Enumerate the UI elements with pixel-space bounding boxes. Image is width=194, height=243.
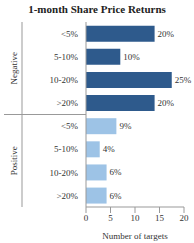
svg-text:6%: 6% <box>110 191 123 201</box>
svg-text:5-10%: 5-10% <box>54 144 78 154</box>
svg-text:>20%: >20% <box>56 191 78 201</box>
svg-text:20%: 20% <box>158 29 175 39</box>
svg-text:<5%: <5% <box>61 121 79 131</box>
svg-text:6%: 6% <box>110 167 123 177</box>
svg-text:>20%: >20% <box>56 98 78 108</box>
svg-text:15: 15 <box>155 213 165 223</box>
svg-text:20: 20 <box>180 213 187 223</box>
svg-text:9%: 9% <box>119 121 132 131</box>
svg-text:Negative: Negative <box>9 52 19 84</box>
svg-text:20%: 20% <box>158 98 175 108</box>
svg-text:5-10%: 5-10% <box>54 52 78 62</box>
svg-text:10: 10 <box>131 213 141 223</box>
svg-text:10-20%: 10-20% <box>50 168 79 178</box>
svg-text:<5%: <5% <box>61 29 79 39</box>
svg-text:Positive: Positive <box>9 146 19 175</box>
svg-text:4%: 4% <box>103 144 116 154</box>
svg-text:25%: 25% <box>175 75 186 85</box>
svg-text:Number of targets: Number of targets <box>102 231 168 241</box>
html-text:1-month Share Price Returns: 1-month Share Price Returns <box>28 3 166 15</box>
svg-text:0: 0 <box>84 213 89 223</box>
svg-text:10%: 10% <box>123 52 140 62</box>
svg-text:5: 5 <box>108 213 113 223</box>
svg-text:10-20%: 10-20% <box>50 75 79 85</box>
